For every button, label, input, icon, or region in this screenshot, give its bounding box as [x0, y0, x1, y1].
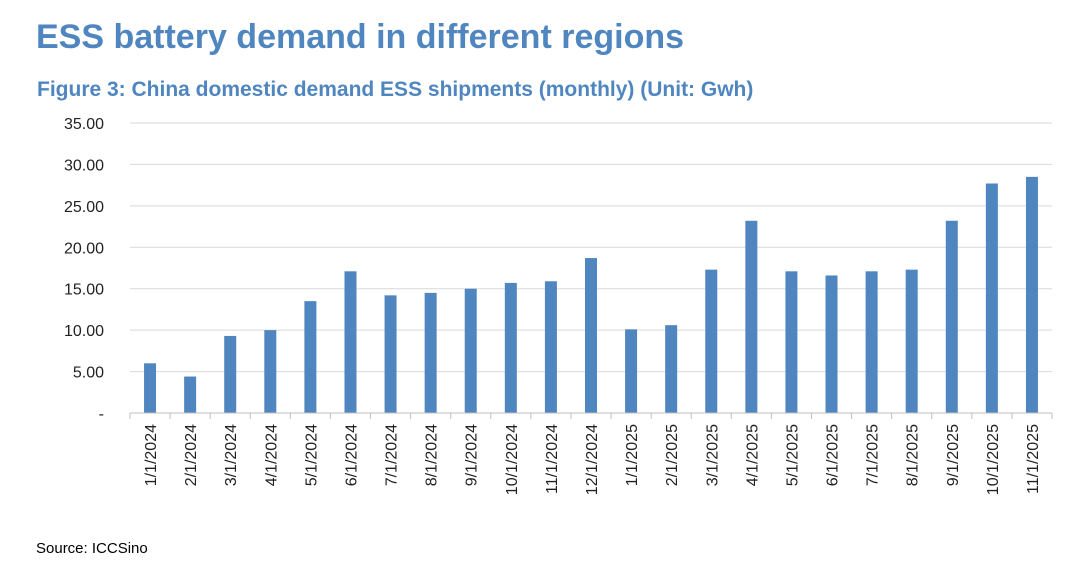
bar: [705, 269, 718, 413]
x-tick-label: 10/1/2024: [504, 424, 521, 495]
y-tick-label: 5.00: [73, 365, 104, 382]
x-tick-label: 1/1/2025: [624, 424, 641, 486]
bar: [585, 258, 597, 413]
x-tick-label: 5/1/2024: [303, 424, 320, 486]
bar: [304, 301, 317, 413]
x-tick-label: 3/1/2024: [223, 424, 240, 486]
y-axis-tick-labels: - 5.00 10.00 15.00 20.00 25.00 30.00 35.00: [64, 116, 104, 423]
y-tick-label: 30.00: [64, 157, 104, 174]
x-tick-label: 6/1/2025: [825, 424, 842, 486]
x-tick-label: 4/1/2024: [263, 424, 280, 486]
bar: [865, 271, 878, 413]
x-axis: [129, 412, 1053, 419]
bar: [945, 220, 958, 413]
x-axis-tick-labels: 1/1/2024 2/1/2024 3/1/2024 4/1/2024 5/1/2024…: [143, 424, 1042, 495]
bar: [184, 376, 197, 413]
y-tick-label: -: [99, 406, 104, 423]
bar: [785, 271, 798, 413]
x-tick-label: 10/1/2025: [985, 424, 1002, 495]
bar: [424, 292, 437, 413]
x-tick-label: 12/1/2024: [584, 424, 601, 495]
x-tick-label: 11/1/2025: [1025, 424, 1042, 494]
bar: [344, 271, 357, 413]
x-tick-label: 7/1/2024: [384, 424, 401, 486]
y-tick-label: 25.00: [64, 199, 104, 216]
x-tick-label: 7/1/2025: [865, 424, 882, 486]
figure-title: Figure 3: China domestic demand ESS ship…: [37, 78, 754, 101]
bars: [144, 176, 1038, 413]
bar: [224, 335, 237, 413]
x-tick-label: 1/1/2024: [143, 424, 160, 486]
bar: [384, 295, 397, 413]
x-tick-label: 8/1/2025: [905, 424, 922, 486]
bar: [985, 183, 998, 413]
x-tick-label: 2/1/2024: [183, 424, 200, 486]
x-tick-label: 6/1/2024: [343, 424, 360, 486]
bar: [625, 329, 638, 413]
source-note: Source: ICCSino: [36, 540, 148, 557]
x-tick-label: 9/1/2025: [945, 424, 962, 486]
x-tick-label: 4/1/2025: [744, 424, 761, 486]
page-title: ESS battery demand in different regions: [36, 18, 685, 56]
bar: [544, 281, 557, 413]
x-tick-label: 5/1/2025: [784, 424, 801, 486]
x-tick-label: 8/1/2024: [424, 424, 441, 486]
y-tick-label: 20.00: [64, 240, 104, 257]
x-tick-label: 2/1/2025: [664, 424, 681, 486]
x-tick-label: 9/1/2024: [464, 424, 481, 486]
bar: [905, 269, 918, 413]
bar: [1025, 176, 1038, 413]
y-tick-label: 35.00: [64, 116, 104, 133]
bar: [825, 275, 838, 413]
y-tick-label: 15.00: [64, 282, 104, 299]
y-tick-label: 10.00: [64, 323, 104, 340]
bar: [464, 288, 477, 413]
bar-chart: - 5.00 10.00 15.00 20.00 25.00 30.00 35.00 1/1/…: [64, 116, 1053, 495]
bar: [504, 282, 517, 413]
x-tick-label: 11/1/2024: [544, 424, 561, 494]
bar: [264, 330, 277, 413]
bar: [665, 325, 678, 413]
bar: [745, 220, 758, 413]
bar: [144, 363, 157, 413]
x-tick-label: 3/1/2025: [704, 424, 721, 486]
